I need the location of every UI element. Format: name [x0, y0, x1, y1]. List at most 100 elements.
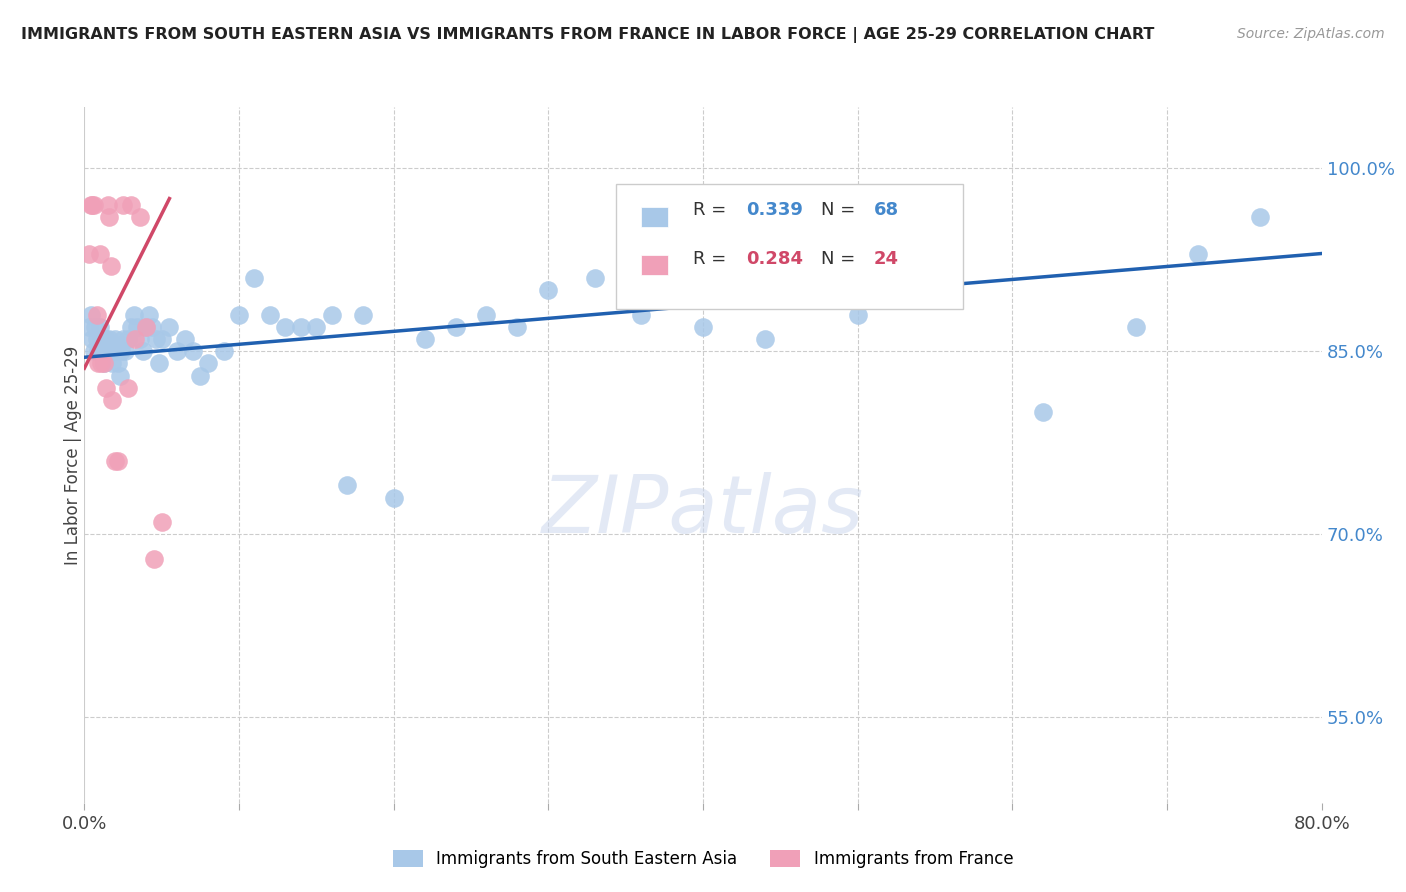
FancyBboxPatch shape [641, 255, 668, 276]
Point [125, 319, 148, 334]
Point [583, 271, 606, 285]
Point [93, 356, 115, 370]
Point [97, 197, 120, 211]
Point [90, 356, 112, 370]
Point [89, 246, 111, 260]
Point [122, 308, 145, 322]
Point [305, 319, 328, 334]
Point [83, 344, 105, 359]
Point [132, 344, 155, 359]
Point [100, 344, 122, 359]
Point [93, 356, 115, 370]
Point [1249, 210, 1271, 224]
Point [444, 319, 467, 334]
Y-axis label: In Labor Force | Age 25-29: In Labor Force | Age 25-29 [65, 345, 82, 565]
Point [94, 332, 117, 346]
Legend: Immigrants from South Eastern Asia, Immigrants from France: Immigrants from South Eastern Asia, Immi… [387, 843, 1019, 874]
Point [692, 319, 714, 334]
Point [107, 454, 129, 468]
Point [145, 332, 167, 346]
Text: ZIPatlas: ZIPatlas [541, 472, 865, 549]
Point [159, 319, 181, 334]
Text: 0.339: 0.339 [747, 201, 803, 219]
Text: IMMIGRANTS FROM SOUTH EASTERN ASIA VS IMMIGRANTS FROM FRANCE IN LABOR FORCE | AG: IMMIGRANTS FROM SOUTH EASTERN ASIA VS IM… [21, 27, 1154, 43]
Point [1125, 319, 1147, 334]
Point [352, 308, 374, 322]
Point [630, 308, 652, 322]
Point [79, 197, 101, 211]
Point [188, 368, 212, 383]
Point [107, 356, 129, 370]
Point [259, 308, 281, 322]
Point [413, 332, 436, 346]
Point [101, 392, 124, 407]
Point [104, 454, 127, 468]
Point [754, 332, 776, 346]
Text: N =: N = [821, 201, 860, 219]
Point [120, 197, 142, 211]
Point [382, 491, 405, 505]
Text: R =: R = [693, 250, 733, 268]
Point [243, 271, 266, 285]
Point [475, 308, 498, 322]
Point [120, 319, 142, 334]
Point [138, 308, 160, 322]
Point [846, 308, 869, 322]
Point [135, 319, 157, 334]
Point [129, 210, 152, 224]
FancyBboxPatch shape [641, 207, 668, 227]
Point [143, 551, 166, 566]
Text: N =: N = [821, 250, 860, 268]
Point [77, 319, 100, 334]
Point [83, 197, 105, 211]
Point [129, 332, 152, 346]
Point [274, 319, 297, 334]
Point [148, 356, 170, 370]
Point [212, 344, 235, 359]
Point [97, 344, 120, 359]
Point [939, 271, 962, 285]
Point [228, 308, 250, 322]
Point [321, 308, 343, 322]
Point [101, 356, 124, 370]
Point [135, 319, 157, 334]
Point [537, 283, 560, 297]
Point [82, 332, 104, 346]
Point [108, 368, 131, 383]
Point [87, 344, 110, 359]
Text: Source: ZipAtlas.com: Source: ZipAtlas.com [1237, 27, 1385, 41]
Text: 68: 68 [873, 201, 898, 219]
Point [150, 515, 173, 529]
Point [110, 344, 132, 359]
Point [1032, 405, 1054, 419]
Point [89, 319, 111, 334]
Point [104, 332, 127, 346]
Point [94, 381, 117, 395]
Point [86, 308, 108, 322]
Point [114, 344, 136, 359]
Point [336, 478, 359, 492]
Point [181, 344, 204, 359]
Point [174, 332, 197, 346]
Point [506, 319, 529, 334]
Point [290, 319, 312, 334]
Text: R =: R = [693, 201, 733, 219]
FancyBboxPatch shape [616, 184, 963, 309]
Point [91, 344, 114, 359]
Point [166, 344, 188, 359]
Point [117, 332, 139, 346]
Point [90, 332, 112, 346]
Point [197, 356, 219, 370]
Point [141, 319, 163, 334]
Point [105, 344, 128, 359]
Text: 0.284: 0.284 [747, 250, 803, 268]
Point [82, 197, 104, 211]
Point [79, 308, 101, 322]
Point [98, 210, 121, 224]
Point [103, 344, 125, 359]
Point [86, 332, 108, 346]
Point [1187, 246, 1209, 260]
Point [124, 332, 146, 346]
Point [84, 319, 107, 334]
Point [112, 332, 135, 346]
